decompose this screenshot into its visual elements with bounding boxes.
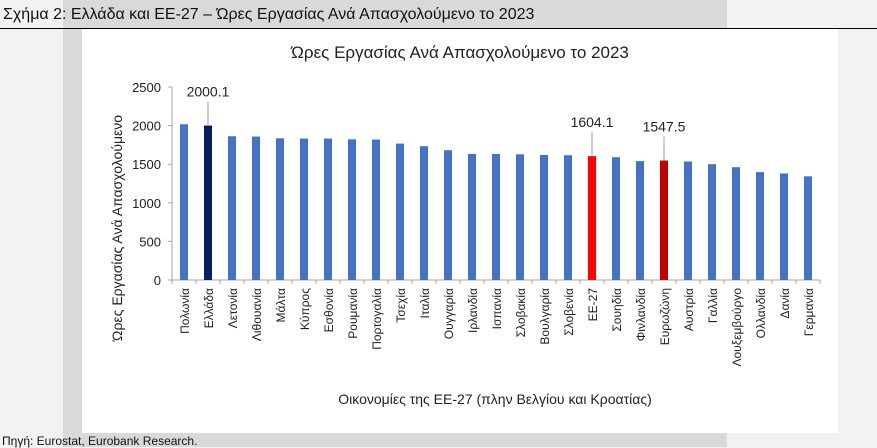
y-tick-label: 500 — [139, 234, 161, 249]
bar-Σλοβενία — [564, 155, 572, 280]
bar-Ισπανία — [492, 153, 500, 280]
bar-Ουγγαρία — [444, 150, 452, 280]
bar-Φινλανδία — [636, 161, 644, 280]
data-label: 2000.1 — [187, 84, 230, 100]
x-tick-label: Ευρωζώνη — [658, 288, 672, 345]
bar-Λουξεμβούργο — [732, 167, 740, 280]
figure-title: Σχήμα 2: Ελλάδα και ΕΕ-27 – Ώρες Εργασία… — [3, 6, 535, 23]
x-tick-label: Μάλτα — [274, 288, 288, 323]
bar-Εσθονία — [324, 138, 332, 280]
x-tick-label: Δανία — [778, 288, 792, 319]
bar-Κύπρος — [300, 138, 308, 280]
y-tick-label: 2500 — [132, 80, 161, 95]
x-tick-label: Εσθονία — [322, 288, 336, 332]
bar-Γαλλία — [708, 164, 716, 280]
bar-Ολλανδία — [756, 172, 764, 280]
bar-Ιρλανδία — [468, 153, 476, 280]
x-tick-label: Ισπανία — [490, 288, 504, 329]
bar-Βουλγαρία — [540, 154, 548, 280]
y-tick-label: 1000 — [132, 196, 161, 211]
x-tick-label: ΕΕ-27 — [586, 288, 600, 322]
x-tick-label: Πολωνία — [178, 288, 192, 334]
title-underline — [0, 28, 877, 29]
x-tick-label: Σλοβενία — [562, 288, 576, 336]
data-label: 1547.5 — [643, 119, 686, 135]
x-tick-label: Κύπρος — [298, 288, 312, 330]
x-tick-label: Ολλανδία — [754, 288, 768, 338]
bar-Ιταλία — [420, 146, 428, 280]
bar-Γερμανία — [804, 176, 812, 280]
bar-Δανία — [780, 173, 788, 280]
bar-Σουηδία — [612, 157, 620, 280]
bar-Λετονία — [228, 136, 236, 280]
bar-Μάλτα — [276, 138, 284, 280]
y-axis-label: Ώρες Εργασίας Ανά Απασχολούμενο — [109, 115, 125, 342]
x-tick-label: Πορτογαλία — [370, 288, 384, 350]
x-tick-label: Σουηδία — [610, 288, 624, 332]
bar-Ελλάδα — [204, 125, 212, 280]
x-tick-label: Λετονία — [226, 288, 240, 328]
bar-Πολωνία — [180, 124, 188, 280]
x-tick-label: Γαλλία — [706, 288, 720, 323]
x-tick-label: Ουγγαρία — [442, 288, 456, 339]
x-tick-label: Ιρλανδία — [466, 288, 480, 333]
bar-Λιθουανία — [252, 136, 260, 280]
x-tick-label: Ρουμανία — [346, 288, 360, 339]
y-tick-label: 2000 — [132, 119, 161, 134]
bar-Πορτογαλία — [372, 139, 380, 280]
x-tick-label: Ελλάδα — [202, 288, 216, 328]
x-tick-label: Ιταλία — [418, 288, 432, 319]
bar-Σλοβακία — [516, 154, 524, 280]
bar-ΕΕ-27 — [588, 156, 596, 280]
x-tick-label: Αυστρία — [682, 288, 696, 331]
x-tick-label: Βουλγαρία — [538, 288, 552, 345]
bar-Αυστρία — [684, 161, 692, 280]
y-tick-label: 0 — [154, 273, 161, 288]
source-note: Πηγή: Eurostat, Eurobank Research. — [2, 434, 198, 448]
x-tick-label: Σλοβακία — [514, 288, 528, 337]
data-label: 1604.1 — [571, 114, 614, 130]
x-tick-label: Φινλανδία — [634, 288, 648, 341]
bar-Ρουμανία — [348, 139, 356, 280]
y-tick-label: 1500 — [132, 157, 161, 172]
x-axis-label: Οικονομίες της ΕΕ-27 (πλην Βελγίου και Κ… — [338, 391, 651, 407]
chart-title: Ώρες Εργασίας Ανά Απασχολούμενο το 2023 — [290, 43, 629, 62]
bar-Τσεχία — [396, 143, 404, 280]
x-tick-label: Λουξεμβούργο — [730, 288, 744, 367]
x-tick-label: Γερμανία — [802, 288, 816, 336]
x-tick-label: Τσεχία — [394, 288, 408, 323]
bar-Ευρωζώνη — [660, 160, 668, 280]
x-tick-label: Λιθουανία — [250, 288, 264, 341]
